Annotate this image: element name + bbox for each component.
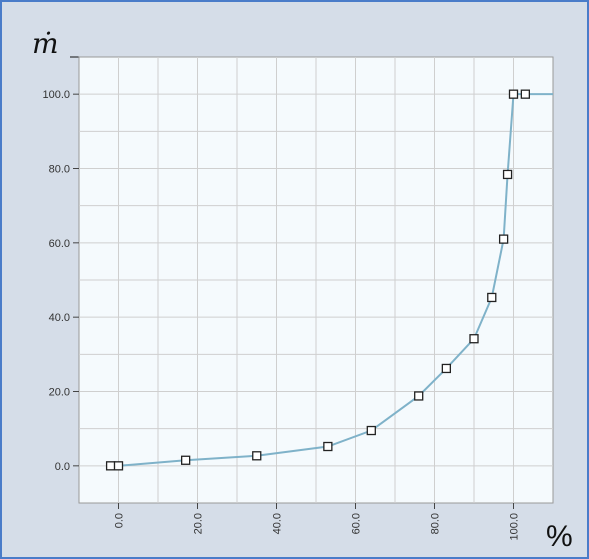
data-point-marker[interactable] [113,461,124,471]
y-tick-label: 0.0 [55,461,70,473]
x-tick-label: 0.0 [114,513,126,528]
data-point-marker[interactable] [469,334,479,344]
data-point-marker[interactable] [441,363,452,374]
x-tick-label: 40.0 [272,513,284,534]
y-tick-label: 20.0 [49,387,70,399]
data-point-marker[interactable] [502,169,513,180]
y-tick-label: 80.0 [49,164,70,176]
data-point-marker[interactable] [520,89,530,99]
y-tick-label: 40.0 [49,312,70,324]
x-tick-label: 80.0 [430,513,442,534]
grid [79,57,553,503]
data-point-marker[interactable] [252,451,262,461]
data-point-marker[interactable] [105,461,116,471]
data-point-marker[interactable] [487,292,497,303]
x-axis: 0.0 20.0 40.0 60.0 80.0 100.0 [114,503,521,541]
series-group [105,89,553,471]
y-tick-label: 60.0 [49,238,70,250]
x-tick-label: 100.0 [509,513,521,541]
y-tick-label: 100.0 [42,89,70,101]
data-point-marker[interactable] [180,455,191,465]
x-tick-label: 60.0 [351,513,363,534]
data-point-marker[interactable] [508,89,519,99]
data-point-marker[interactable] [414,391,424,401]
data-point-marker[interactable] [498,234,509,244]
data-point-marker[interactable] [366,425,376,436]
y-axis-unit-label: ṁ [32,27,59,60]
data-point-marker[interactable] [323,441,333,452]
x-axis-unit-label: % [546,520,573,553]
y-axis: 0.0 20.0 40.0 60.0 80.0 100.0 [42,89,79,473]
x-tick-label: 20.0 [193,513,205,534]
